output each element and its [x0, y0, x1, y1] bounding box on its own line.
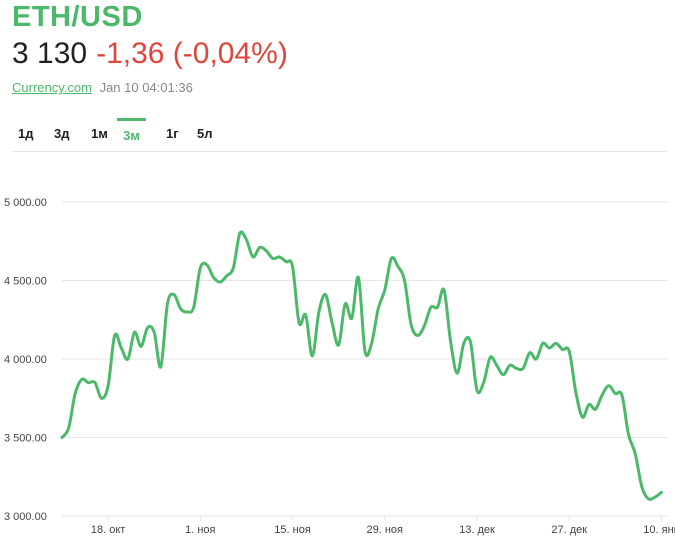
- x-tick-label: 10. янв: [643, 524, 675, 536]
- pair-title: ETH/USD: [12, 1, 143, 33]
- series-layer: [60, 230, 663, 501]
- x-tick-label: 15. ноя: [274, 524, 311, 536]
- y-tick-label: 4 500.00: [4, 276, 47, 288]
- source-row: Currency.com Jan 10 04:01:36: [12, 80, 193, 95]
- current-price: 3 130: [12, 37, 88, 70]
- x-tick-label: 18. окт: [91, 524, 125, 536]
- y-tick-label: 3 000.00: [4, 511, 47, 523]
- x-axis: 18. окт 1. ноя 15. ноя 29. ноя 13. дек 27. де…: [91, 516, 675, 536]
- y-tick-label: 3 500.00: [4, 433, 47, 445]
- price-chart: 3 000.00 3 500.00 4 000.00 4 500.00 5 000.00…: [4, 197, 675, 536]
- x-tick-label: 1. ноя: [185, 524, 215, 536]
- price-line: [60, 230, 663, 501]
- y-tick-label: 4 000.00: [4, 354, 47, 366]
- tab-1y[interactable]: 1г: [166, 126, 179, 141]
- timestamp: Jan 10 04:01:36: [99, 80, 193, 95]
- source-link[interactable]: Currency.com: [12, 80, 92, 95]
- x-tick-label: 13. дек: [459, 524, 495, 536]
- y-axis: 3 000.00 3 500.00 4 000.00 4 500.00 5 000.00: [4, 197, 47, 523]
- price-change: -1,36 (-0,04%): [96, 37, 288, 70]
- grid: [62, 201, 668, 517]
- tab-1m[interactable]: 1м: [91, 126, 108, 141]
- price-row: 3 130 -1,36 (-0,04%): [12, 37, 288, 71]
- tab-3m[interactable]: 3м: [117, 118, 146, 149]
- x-tick-label: 29. ноя: [367, 524, 404, 536]
- tab-5y[interactable]: 5л: [197, 126, 213, 141]
- tab-3d[interactable]: 3д: [54, 126, 70, 141]
- range-tabs: 1д 3д 1м 3м 1г 5л: [12, 118, 667, 152]
- tab-1d[interactable]: 1д: [18, 126, 34, 141]
- y-tick-label: 5 000.00: [4, 197, 47, 209]
- x-tick-label: 27. дек: [551, 524, 587, 536]
